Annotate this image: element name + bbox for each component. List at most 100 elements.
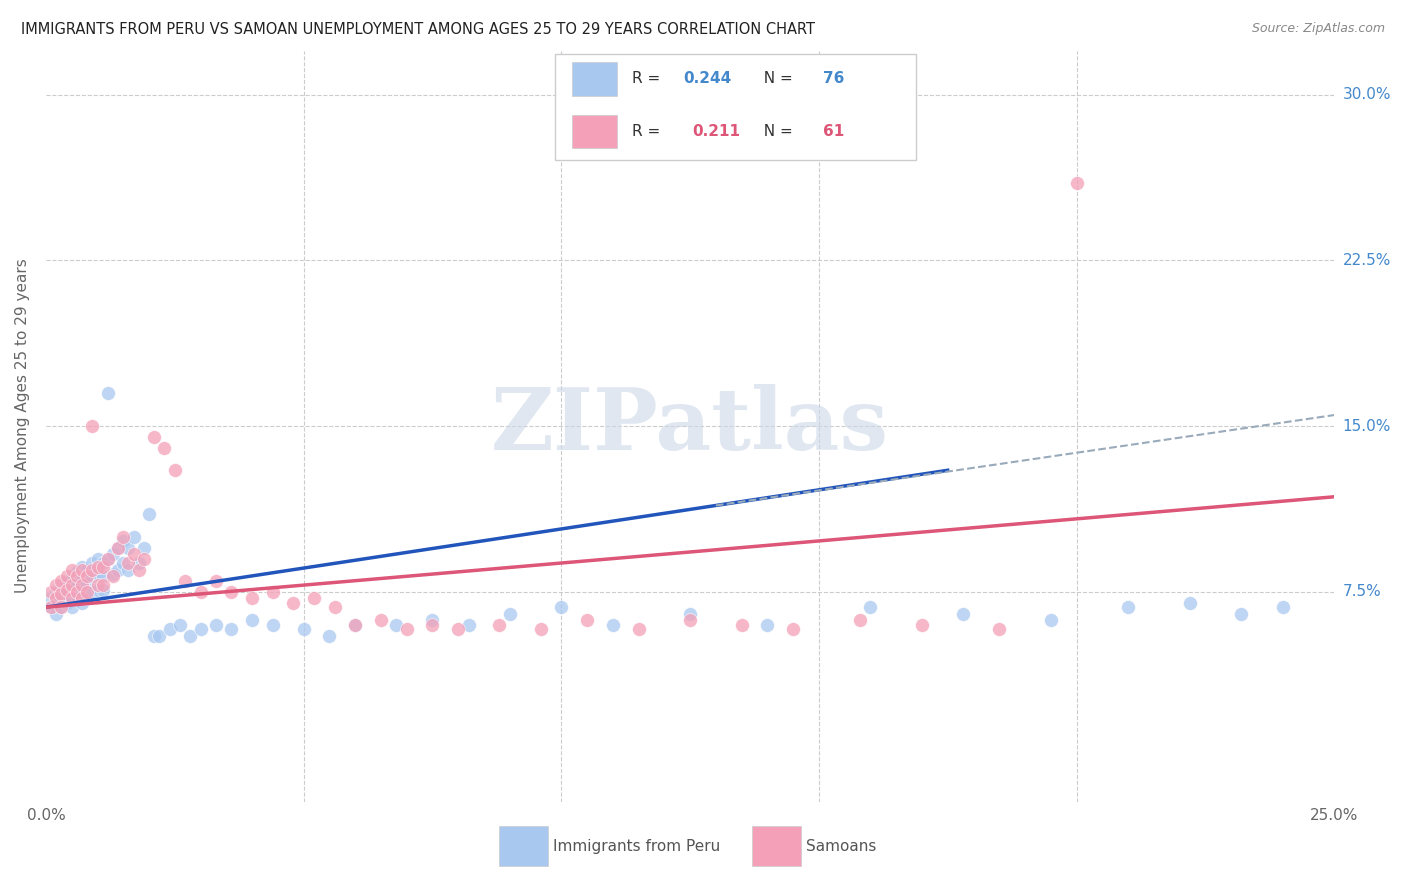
Point (60, 600, 83, 615)
Point (66, 589, 89, 603)
Point (318, 629, 340, 643)
Point (45, 578, 67, 592)
Point (756, 618, 779, 632)
Point (39, 584, 62, 599)
Point (148, 629, 170, 643)
Point (627, 622, 650, 636)
Point (76, 569, 98, 583)
Point (51, 600, 73, 615)
Text: 30.0%: 30.0% (1343, 87, 1391, 103)
Point (76, 563, 98, 577)
Point (66, 578, 89, 592)
Point (97, 551, 120, 566)
Point (51, 587, 73, 601)
Point (76, 591, 98, 606)
Point (82, 419, 104, 434)
Point (55, 596, 77, 610)
Point (385, 618, 408, 632)
Point (1230, 607, 1253, 621)
Point (174, 574, 197, 588)
Point (60, 591, 83, 606)
Point (988, 622, 1011, 636)
Point (60, 569, 83, 583)
Point (221, 584, 243, 599)
Point (283, 596, 305, 610)
Point (262, 618, 284, 632)
Point (138, 508, 160, 522)
Point (128, 556, 150, 570)
Point (395, 622, 418, 636)
Point (60, 578, 83, 592)
Point (91, 556, 114, 570)
Point (122, 529, 145, 543)
Point (86, 560, 108, 574)
Point (60, 591, 83, 606)
Point (55, 574, 77, 588)
Point (86, 582, 108, 597)
Point (190, 622, 212, 636)
Point (66, 584, 89, 599)
Point (82, 584, 104, 599)
Point (550, 600, 572, 615)
Point (422, 614, 444, 628)
Point (70, 591, 93, 606)
Point (91, 582, 114, 597)
Text: 0.244: 0.244 (683, 71, 733, 87)
Text: Immigrants from Peru: Immigrants from Peru (553, 839, 720, 855)
Point (859, 600, 882, 615)
Y-axis label: Unemployment Among Ages 25 to 29 years: Unemployment Among Ages 25 to 29 years (15, 259, 30, 593)
Point (112, 529, 135, 543)
Point (82, 556, 104, 570)
Point (39, 591, 62, 606)
Point (51, 574, 73, 588)
Point (112, 533, 135, 548)
Point (576, 614, 599, 628)
Point (70, 578, 93, 592)
Point (1178, 596, 1201, 610)
Text: 76: 76 (823, 71, 844, 87)
Point (117, 556, 139, 570)
Point (679, 607, 702, 621)
Point (55, 582, 77, 597)
Point (205, 574, 228, 588)
Point (66, 569, 89, 583)
Point (179, 629, 201, 643)
Point (221, 622, 243, 636)
Point (91, 569, 114, 583)
Point (45, 584, 67, 599)
Text: 0.211: 0.211 (693, 124, 741, 139)
Point (730, 618, 752, 632)
Point (499, 607, 522, 621)
Point (679, 614, 702, 628)
Point (447, 622, 470, 636)
Point (91, 560, 114, 574)
Point (45, 596, 67, 610)
Point (101, 569, 124, 583)
Text: IMMIGRANTS FROM PERU VS SAMOAN UNEMPLOYMENT AMONG AGES 25 TO 29 YEARS CORRELATIO: IMMIGRANTS FROM PERU VS SAMOAN UNEMPLOYM… (21, 22, 815, 37)
Point (70, 563, 93, 577)
Point (70, 584, 93, 599)
Point (262, 584, 284, 599)
Point (911, 618, 934, 632)
Point (302, 591, 325, 606)
Point (488, 618, 510, 632)
Point (51, 591, 73, 606)
Point (153, 441, 176, 455)
Text: Source: ZipAtlas.com: Source: ZipAtlas.com (1251, 22, 1385, 36)
Point (952, 607, 974, 621)
Point (344, 618, 367, 632)
Point (122, 547, 145, 561)
Point (292, 622, 315, 636)
Point (323, 600, 346, 615)
Point (163, 463, 186, 477)
Point (1066, 176, 1088, 190)
Point (51, 578, 73, 592)
Point (60, 582, 83, 597)
Point (240, 591, 263, 606)
Point (45, 607, 67, 621)
Point (132, 551, 155, 566)
Point (107, 563, 129, 577)
Point (169, 618, 191, 632)
Point (97, 551, 120, 566)
Text: R =: R = (633, 71, 665, 87)
